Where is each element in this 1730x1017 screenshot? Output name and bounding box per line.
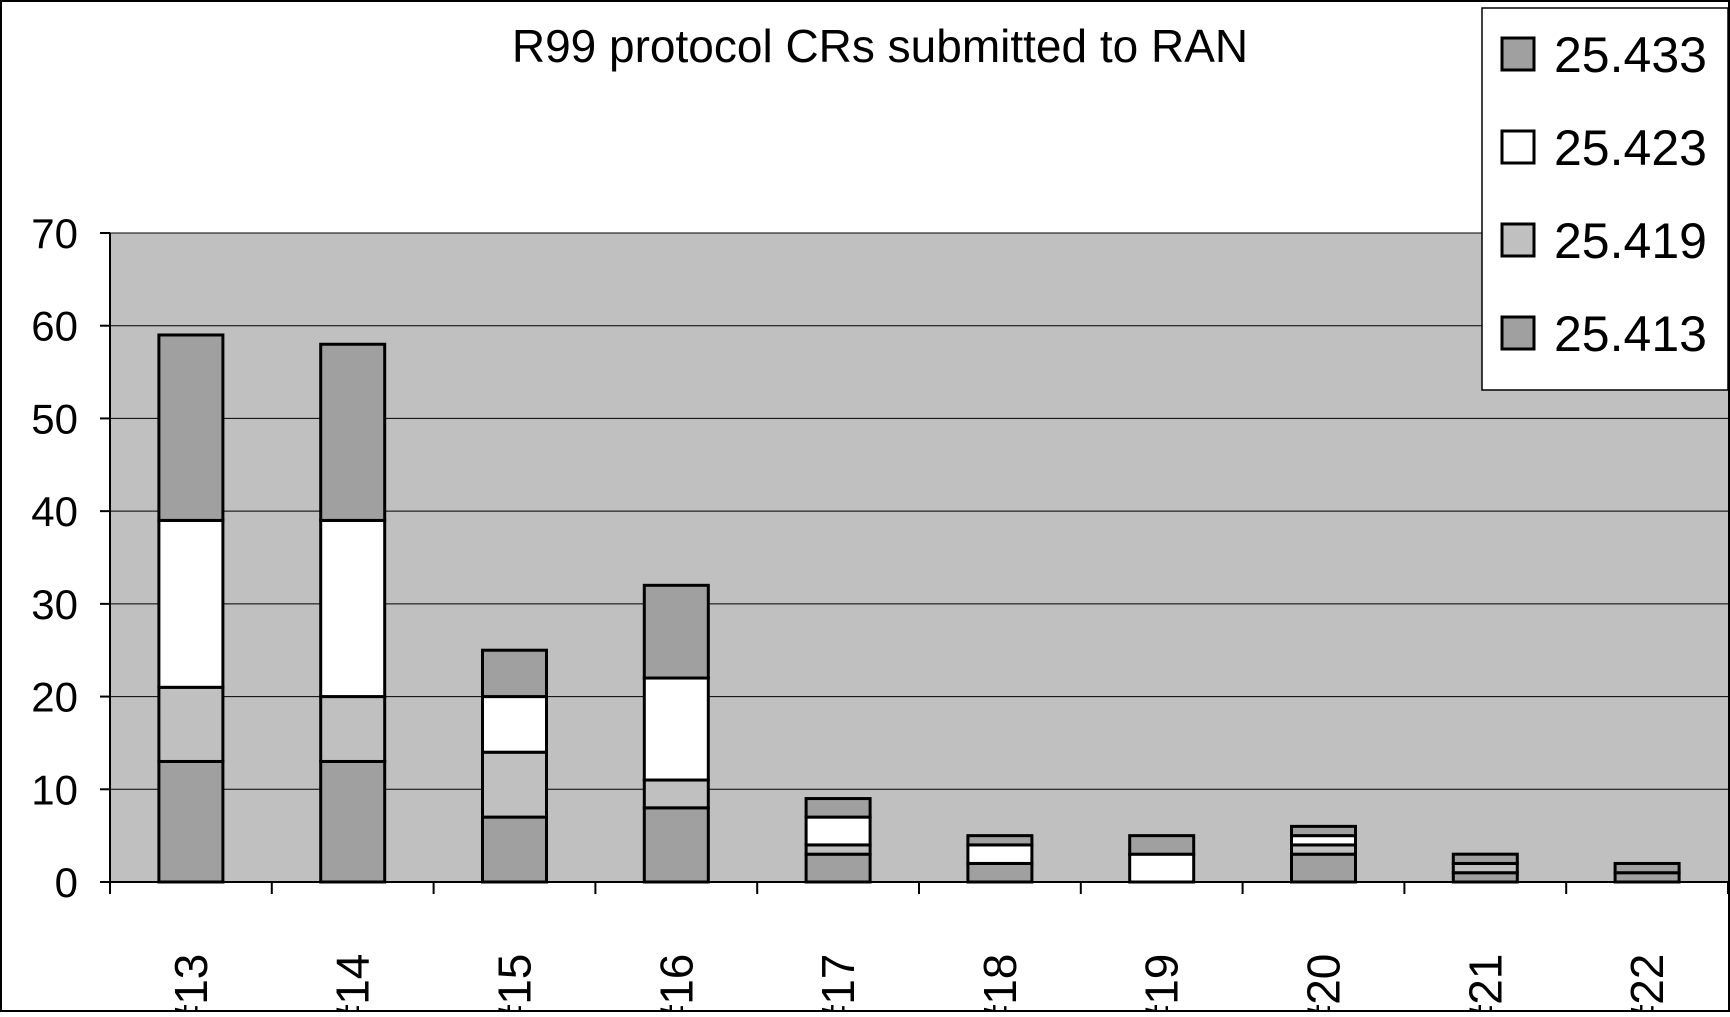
bar-segment-25-419: [157, 685, 225, 763]
x-tick-label: #18: [974, 954, 1026, 1012]
bar-segment-25-433: [1613, 861, 1681, 875]
bar-segment-25-433: [1451, 852, 1519, 865]
plot-area: 0 10 20 30 40 50 60 70 #13 #14 #15 #16 #17 #18 #19 #20 #…: [31, 210, 1729, 1017]
bar-segment-25-433: [966, 834, 1034, 847]
x-tick-label: #15: [489, 954, 541, 1012]
x-tick-label: #19: [1136, 954, 1188, 1012]
y-tick-label: 60: [31, 303, 78, 350]
legend-label: 25.423: [1554, 120, 1707, 176]
bar-segment-25-423: [642, 676, 710, 782]
y-tick-label: 40: [31, 488, 78, 535]
y-tick-label: 0: [55, 859, 78, 906]
x-tick-label: #17: [812, 954, 864, 1012]
bar-segment-25-433: [319, 342, 387, 522]
bar-segment-25-413: [642, 806, 710, 884]
y-tick-label: 10: [31, 766, 78, 813]
y-tick-label: 70: [31, 210, 78, 257]
y-tick-label: 20: [31, 674, 78, 721]
bar-segment-25-433: [481, 648, 548, 699]
x-tick-label: #14: [327, 954, 379, 1012]
x-tick-label: #16: [650, 954, 702, 1012]
bar-segment-25-419: [481, 750, 548, 819]
legend-swatch: [1500, 315, 1536, 351]
bar-segment-25-423: [966, 843, 1034, 865]
legend-label: 25.433: [1554, 27, 1707, 83]
bar-segment-25-413: [1290, 852, 1357, 884]
bar-segment-25-433: [1290, 824, 1357, 838]
bar-segment-25-423: [804, 815, 872, 847]
bar-segment-25-423: [481, 695, 548, 754]
bar-segment-25-433: [642, 583, 710, 680]
bar-segment-25-413: [157, 759, 225, 884]
legend-swatch: [1500, 222, 1536, 258]
bar-segment-25-413: [804, 852, 872, 884]
y-tick-label: 50: [31, 395, 78, 442]
bar-segment-25-433: [157, 333, 225, 522]
x-tick-label: #22: [1621, 954, 1673, 1012]
bar-segment-25-433: [1128, 834, 1196, 856]
bar-segment-25-423: [1128, 852, 1196, 884]
y-tick-label: 30: [31, 581, 78, 628]
bar-segment-25-423: [157, 518, 225, 689]
x-tick-label: #21: [1459, 954, 1511, 1012]
legend-label: 25.419: [1554, 213, 1707, 269]
bar-segment-25-413: [481, 815, 548, 884]
bar-segment-25-419: [642, 778, 710, 810]
bar-segment-25-413: [319, 759, 387, 884]
legend-swatch: [1500, 36, 1536, 72]
bar-segment-25-413: [966, 861, 1034, 884]
legend: 25.433 25.423 25.419 25.413: [1481, 7, 1729, 391]
legend-label: 25.413: [1554, 306, 1707, 362]
bar-segment-25-433: [804, 797, 872, 819]
x-tick-label: #13: [165, 954, 217, 1012]
x-tick-label: #20: [1298, 954, 1350, 1012]
legend-swatch: [1500, 129, 1536, 165]
bar-segment-25-419: [319, 695, 387, 763]
chart-title: R99 protocol CRs submitted to RAN: [512, 20, 1248, 72]
bar-segment-25-423: [319, 518, 387, 699]
